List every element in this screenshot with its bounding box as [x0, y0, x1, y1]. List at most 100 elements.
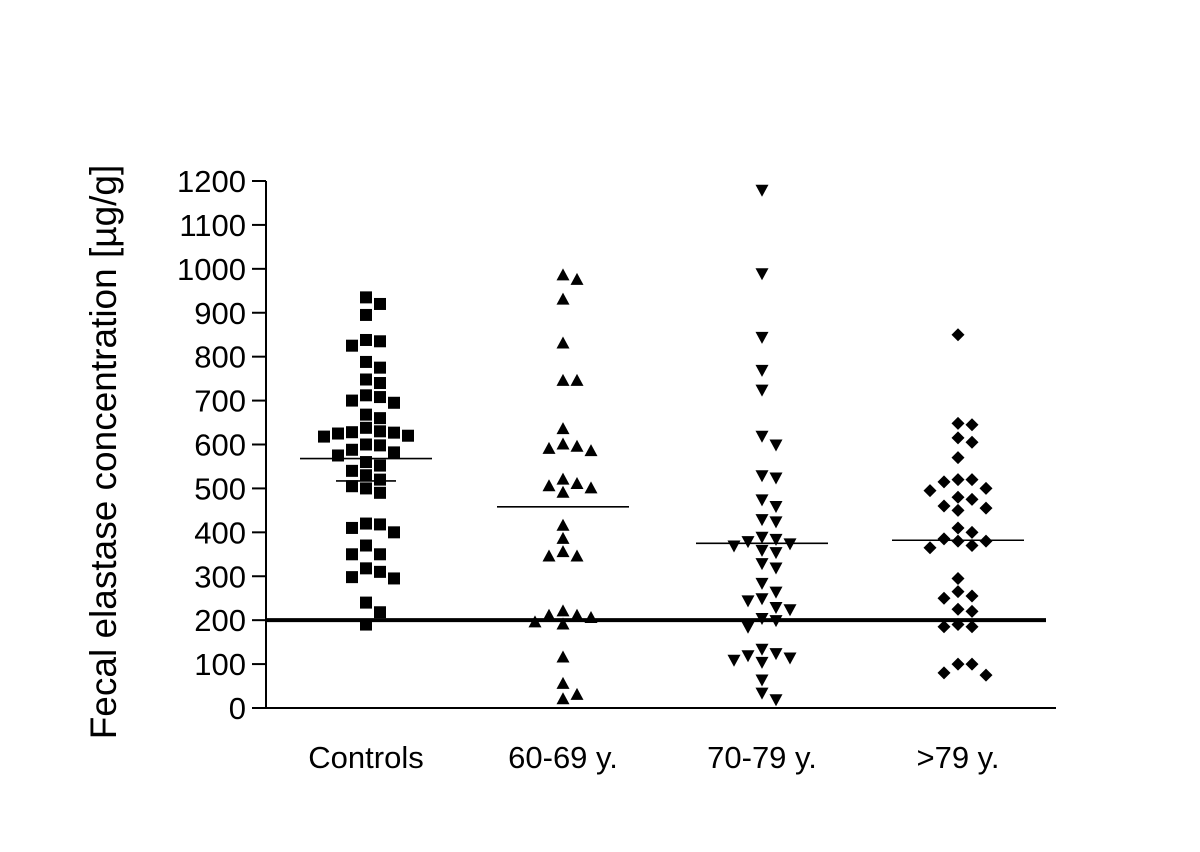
y-tick-label: 0: [229, 691, 246, 726]
data-point: [374, 425, 386, 438]
data-point: [951, 431, 965, 445]
y-tick-label: 1000: [177, 252, 246, 287]
data-point: [360, 596, 372, 609]
data-point: [346, 548, 358, 561]
y-tick-label: 1200: [177, 164, 246, 199]
data-point: [741, 595, 755, 608]
data-point: [360, 482, 372, 495]
data-point: [556, 268, 570, 281]
data-point: [755, 268, 769, 281]
data-point: [727, 654, 741, 667]
data-point: [965, 435, 979, 449]
data-point: [570, 477, 584, 490]
data-point: [755, 593, 769, 606]
data-point: [402, 429, 414, 442]
data-point: [556, 437, 570, 450]
data-point: [556, 531, 570, 544]
data-point: [346, 443, 358, 456]
data-point: [556, 292, 570, 305]
y-tick-label: 500: [194, 471, 246, 506]
data-point: [360, 539, 372, 552]
data-point: [388, 526, 400, 539]
data-point: [741, 650, 755, 663]
data-point: [360, 438, 372, 451]
data-point: [360, 456, 372, 469]
data-point: [346, 426, 358, 439]
data-point: [360, 389, 372, 402]
data-point: [556, 472, 570, 485]
data-point: [783, 652, 797, 665]
data-point: [332, 449, 344, 462]
data-point: [741, 621, 755, 634]
data-point: [965, 525, 979, 539]
data-point: [979, 534, 993, 548]
data-point: [360, 408, 372, 421]
data-point: [346, 521, 358, 534]
data-point: [755, 514, 769, 527]
data-point: [965, 604, 979, 618]
data-point: [951, 571, 965, 585]
data-points: [318, 184, 993, 707]
data-point: [556, 518, 570, 531]
data-point: [388, 446, 400, 459]
data-point: [965, 589, 979, 603]
data-point: [388, 426, 400, 439]
data-point: [769, 547, 783, 560]
data-point: [542, 441, 556, 454]
x-categories: Controls 60-69 y. 70-79 y. >79 y.: [308, 740, 999, 775]
data-point: [570, 687, 584, 700]
data-point: [951, 585, 965, 599]
y-tick-label: 100: [194, 647, 246, 682]
data-point: [755, 470, 769, 483]
data-point: [556, 650, 570, 663]
data-point: [965, 620, 979, 634]
data-point: [570, 373, 584, 386]
data-point: [318, 430, 330, 443]
data-point: [374, 439, 386, 452]
data-point: [374, 548, 386, 561]
data-point: [360, 562, 372, 575]
data-point: [360, 618, 372, 631]
data-point: [584, 444, 598, 457]
data-point: [374, 377, 386, 390]
data-point: [346, 464, 358, 477]
data-point: [528, 615, 542, 628]
data-point: [570, 608, 584, 621]
y-ticks: 0 100 200 300 400 500 600 700 800 900 1000 1100 1200: [177, 164, 266, 726]
data-point: [584, 610, 598, 623]
data-point: [923, 541, 937, 555]
data-point: [374, 486, 386, 499]
data-point: [374, 412, 386, 425]
y-tick-label: 600: [194, 428, 246, 463]
data-point: [388, 572, 400, 585]
data-point: [979, 501, 993, 515]
data-point: [755, 612, 769, 625]
data-point: [937, 620, 951, 634]
data-point: [360, 421, 372, 434]
data-point: [951, 328, 965, 342]
data-point: [951, 657, 965, 671]
data-point: [951, 534, 965, 548]
data-point: [769, 601, 783, 614]
data-point: [556, 422, 570, 435]
data-point: [360, 355, 372, 368]
y-tick-label: 800: [194, 340, 246, 375]
y-tick-label: 200: [194, 603, 246, 638]
data-point: [937, 591, 951, 605]
data-point: [951, 490, 965, 504]
data-point: [951, 618, 965, 632]
data-point: [360, 333, 372, 346]
data-point: [937, 499, 951, 513]
data-point: [951, 451, 965, 465]
data-point: [570, 549, 584, 562]
data-point: [965, 492, 979, 506]
data-point: [542, 479, 556, 492]
data-point: [769, 694, 783, 707]
data-point: [374, 391, 386, 404]
data-point: [769, 439, 783, 452]
data-point: [374, 518, 386, 531]
y-tick-label: 900: [194, 296, 246, 331]
y-tick-label: 300: [194, 559, 246, 594]
data-point: [727, 540, 741, 553]
